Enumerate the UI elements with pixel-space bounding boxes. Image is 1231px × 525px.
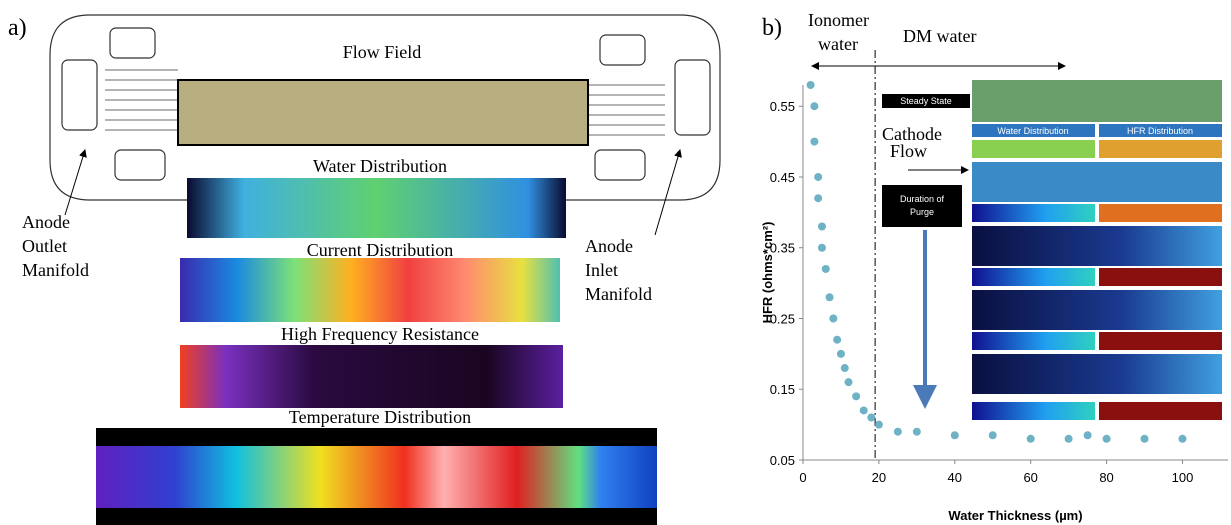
temp-image [96,446,657,508]
y-tick-label: 0.55 [770,99,795,114]
title: High Frequency Resistance [281,324,479,344]
title: Current Distribution [307,240,454,260]
annotation: Flow [890,141,927,161]
annotation: Anode [22,212,70,232]
annotation: Outlet [22,236,67,256]
panel-label: a) [8,15,27,41]
inlet-arrow [654,149,682,236]
image [972,354,1222,394]
point [810,137,819,146]
steady-image [972,80,1222,122]
title: Temperature Distribution [289,407,471,427]
plot: 0.05 0.15 0.25 0.35 0.45 0.55 0 20 40 60 80 100 Wate… [760,50,1228,523]
point [874,420,883,429]
point [988,431,997,440]
image [972,162,1222,202]
panel-a-text: a) Flow Field Water Distribution Current… [8,15,652,427]
point [844,378,853,387]
point [817,243,826,252]
x-tick-label: 0 [799,470,806,485]
strip [1099,204,1222,222]
annotation: DM water [903,26,976,46]
point [806,81,815,89]
strip [1099,268,1222,286]
point [825,293,834,302]
point [814,172,823,181]
point [859,406,868,415]
x-tick-label: 80 [1099,470,1113,485]
x-tick-label: 40 [948,470,962,485]
label-box [882,185,962,227]
annotation: water [818,34,858,54]
point [1064,434,1073,443]
strip [1099,140,1222,158]
point [950,431,959,440]
image [972,226,1222,266]
x-tick-label: 20 [872,470,886,485]
point [836,349,845,358]
point [893,427,902,436]
point [1140,434,1149,443]
y-axis-label: HFR (ohms*cm²) [760,222,775,324]
water-image [187,178,566,238]
annotation: Cathode [882,124,942,144]
y-tick-label: 0.15 [770,382,795,397]
inset-label: Steady State [900,96,952,106]
title: Water Distribution [313,156,447,176]
strip [1099,332,1222,350]
y-tick-label: 0.35 [770,241,795,256]
strip [972,402,1095,420]
point [814,194,823,203]
title: Flow Field [343,42,422,62]
flow-field-plate [49,14,721,201]
header-box [1099,124,1222,137]
point [840,364,849,373]
point [852,392,861,401]
y-tick-label: 0.45 [770,170,795,185]
annotation: Manifold [585,284,652,304]
strip [1099,402,1222,420]
hfr-image [180,345,563,408]
panel-b-text: b) Ionomer water DM water [762,10,976,54]
annotation: Manifold [22,260,89,280]
y-tick-label: 0.25 [770,311,795,326]
insets: Steady State Water Distribution HFR Dist… [882,80,1222,420]
point [867,413,876,422]
point [1102,434,1111,443]
x-axis-label: Water Thickness (µm) [948,508,1082,523]
flow-field-active [177,79,589,146]
current-image [180,258,560,322]
y-tick-label: 0.05 [770,453,795,468]
annotation: Inlet [585,260,618,280]
header-box [972,124,1095,137]
x-tick-label: 100 [1172,470,1194,485]
point [829,314,838,323]
annotation: Anode [585,236,633,256]
point [821,264,830,273]
image [972,290,1222,330]
point [1178,434,1187,443]
x-tick-label: 60 [1023,470,1037,485]
point [912,427,921,436]
point [817,222,826,231]
point [833,335,842,344]
strip [972,332,1095,350]
inset-label: Duration of [900,194,945,204]
annotation: Ionomer [808,10,869,30]
panel-label: b) [762,15,782,41]
point [1026,434,1035,443]
strip [972,204,1095,222]
label-box [882,94,970,108]
strip [972,140,1095,158]
point [810,102,819,111]
point [1083,431,1092,440]
inset-label: HFR Distribution [1127,126,1193,136]
outlet-arrow [64,149,87,216]
inset-label: Purge [910,207,934,217]
inset-label: Water Distribution [997,126,1068,136]
strip [972,268,1095,286]
